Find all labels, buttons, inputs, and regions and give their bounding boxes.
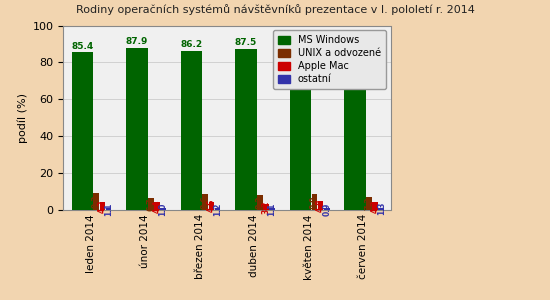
- Bar: [235, 49, 257, 210]
- Bar: [214, 208, 221, 210]
- Bar: [208, 202, 214, 210]
- Bar: [344, 49, 366, 210]
- Text: 4.2: 4.2: [371, 200, 380, 213]
- Text: 6.7: 6.7: [146, 197, 155, 211]
- Bar: [318, 201, 323, 210]
- Bar: [366, 196, 372, 210]
- Text: Rodiny operačních systémů návštěvníků prezentace v I. pololetí r. 2014: Rodiny operačních systémů návštěvníků pr…: [75, 4, 475, 15]
- Bar: [160, 208, 166, 210]
- Legend: MS Windows, UNIX a odvozené, Apple Mac, ostatní: MS Windows, UNIX a odvozené, Apple Mac, …: [273, 30, 386, 89]
- Y-axis label: podíl (%): podíl (%): [18, 93, 29, 143]
- Text: 1.2: 1.2: [213, 202, 222, 216]
- Bar: [148, 198, 153, 210]
- Bar: [311, 194, 317, 210]
- Text: 85.4: 85.4: [289, 42, 312, 51]
- Text: 86.2: 86.2: [180, 40, 202, 50]
- Bar: [257, 195, 263, 210]
- Text: 1.1: 1.1: [268, 202, 277, 216]
- Bar: [154, 202, 160, 210]
- Bar: [324, 208, 329, 210]
- Bar: [94, 193, 99, 210]
- Text: 1.0: 1.0: [158, 202, 168, 216]
- Text: 87.2: 87.2: [344, 39, 366, 48]
- Text: 4.6: 4.6: [207, 199, 216, 212]
- Text: 87.5: 87.5: [235, 38, 257, 47]
- Bar: [202, 194, 208, 210]
- Bar: [290, 52, 311, 210]
- Text: 0.9: 0.9: [322, 202, 331, 216]
- Bar: [372, 202, 378, 210]
- Bar: [263, 204, 269, 210]
- Bar: [100, 202, 105, 210]
- Text: 1.1: 1.1: [104, 202, 113, 216]
- Text: 4.2: 4.2: [98, 200, 107, 213]
- Bar: [126, 48, 147, 210]
- Text: 87.9: 87.9: [126, 37, 148, 46]
- Text: 4.8: 4.8: [316, 199, 325, 212]
- Text: 8.9: 8.9: [310, 195, 319, 208]
- Text: 8.6: 8.6: [201, 195, 210, 209]
- Bar: [378, 208, 384, 210]
- Bar: [181, 51, 202, 210]
- Text: 8.2: 8.2: [255, 196, 265, 209]
- Text: 9.3: 9.3: [92, 195, 101, 208]
- Text: 4.4: 4.4: [152, 199, 162, 213]
- Bar: [106, 208, 112, 210]
- Bar: [72, 52, 93, 210]
- Text: 85.4: 85.4: [71, 42, 94, 51]
- Bar: [270, 208, 275, 210]
- Text: 7.3: 7.3: [365, 196, 373, 210]
- Text: 1.3: 1.3: [377, 202, 386, 215]
- Text: 3.2: 3.2: [261, 200, 271, 214]
